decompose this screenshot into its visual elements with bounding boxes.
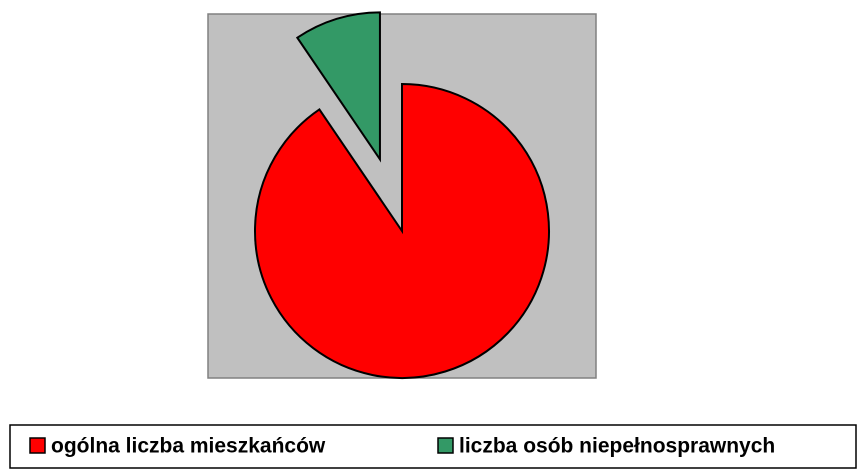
pie-slice [254,82,550,379]
legend-swatch [29,437,46,454]
legend [9,424,857,469]
legend-swatch [437,437,454,454]
pie-slice [295,11,381,163]
legend-label: liczba osób niepełnosprawnych [459,435,775,458]
legend-label: ogólna liczba mieszkańców [51,435,326,458]
